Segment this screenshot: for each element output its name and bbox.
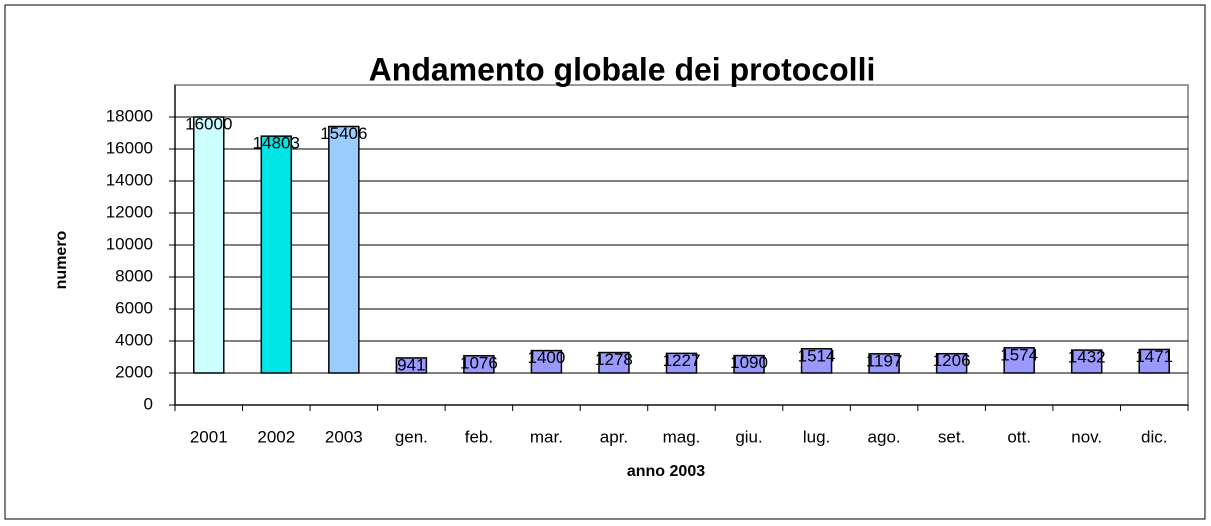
value-label: 1400: [528, 348, 566, 367]
y-tick-label: 2000: [115, 362, 153, 381]
y-tick-label: 18000: [106, 106, 153, 125]
bar: [463, 355, 495, 374]
bar: [1138, 348, 1170, 374]
value-label: 14803: [253, 134, 300, 153]
x-tick-label: giu.: [735, 427, 762, 446]
x-tick-label: ago.: [868, 427, 901, 446]
bar: [260, 135, 293, 374]
value-label: 1471: [1135, 347, 1173, 366]
bar: [598, 351, 630, 374]
y-tick-label: 14000: [106, 170, 153, 189]
y-tick-label: 8000: [115, 266, 153, 285]
value-label: 1090: [730, 353, 768, 372]
x-tick-label: set.: [938, 427, 965, 446]
value-label: 1076: [460, 353, 498, 372]
bar: [733, 354, 765, 374]
x-tick-label: nov.: [1071, 427, 1102, 446]
bar: [530, 349, 563, 374]
value-label: 1574: [1000, 345, 1038, 364]
value-label: 1227: [663, 351, 701, 370]
x-tick-label: feb.: [465, 427, 493, 446]
x-tick-label: 2001: [190, 427, 228, 446]
bar: [800, 348, 833, 374]
x-tick-label: 2003: [325, 427, 363, 446]
bar: [868, 353, 900, 374]
y-tick-label: 0: [144, 394, 153, 413]
x-tick-label: mag.: [663, 427, 701, 446]
y-tick-label: 4000: [115, 330, 153, 349]
x-tick-label: ott.: [1007, 427, 1031, 446]
x-tick-label: 2002: [257, 427, 295, 446]
bar: [1070, 349, 1103, 374]
x-tick-label: lug.: [803, 427, 830, 446]
x-tick-label: gen.: [395, 427, 428, 446]
bar: [328, 125, 360, 374]
chart-title: Andamento globale dei protocolli: [369, 51, 876, 87]
x-axis-title: anno 2003: [627, 463, 705, 480]
bar: [193, 116, 225, 374]
y-tick-label: 6000: [115, 298, 153, 317]
bar: [1003, 347, 1035, 374]
value-label: 1206: [933, 351, 971, 370]
x-tick-label: apr.: [600, 427, 628, 446]
x-tick-label: dic.: [1141, 427, 1167, 446]
value-label: 1278: [595, 350, 633, 369]
y-tick-label: 16000: [106, 138, 153, 157]
bar: [665, 352, 698, 374]
value-label: 1514: [798, 346, 836, 365]
value-label: 1432: [1068, 348, 1106, 367]
x-tick-label: mar.: [530, 427, 563, 446]
bar: [395, 357, 428, 374]
y-tick-label: 12000: [106, 202, 153, 221]
value-label: 1197: [866, 351, 903, 370]
value-label: 15406: [320, 124, 367, 143]
value-label: 16000: [185, 114, 232, 133]
y-axis-title: numero: [53, 230, 70, 289]
y-tick-label: 10000: [106, 234, 153, 253]
bar: [935, 352, 968, 374]
value-label: 941: [397, 355, 425, 374]
